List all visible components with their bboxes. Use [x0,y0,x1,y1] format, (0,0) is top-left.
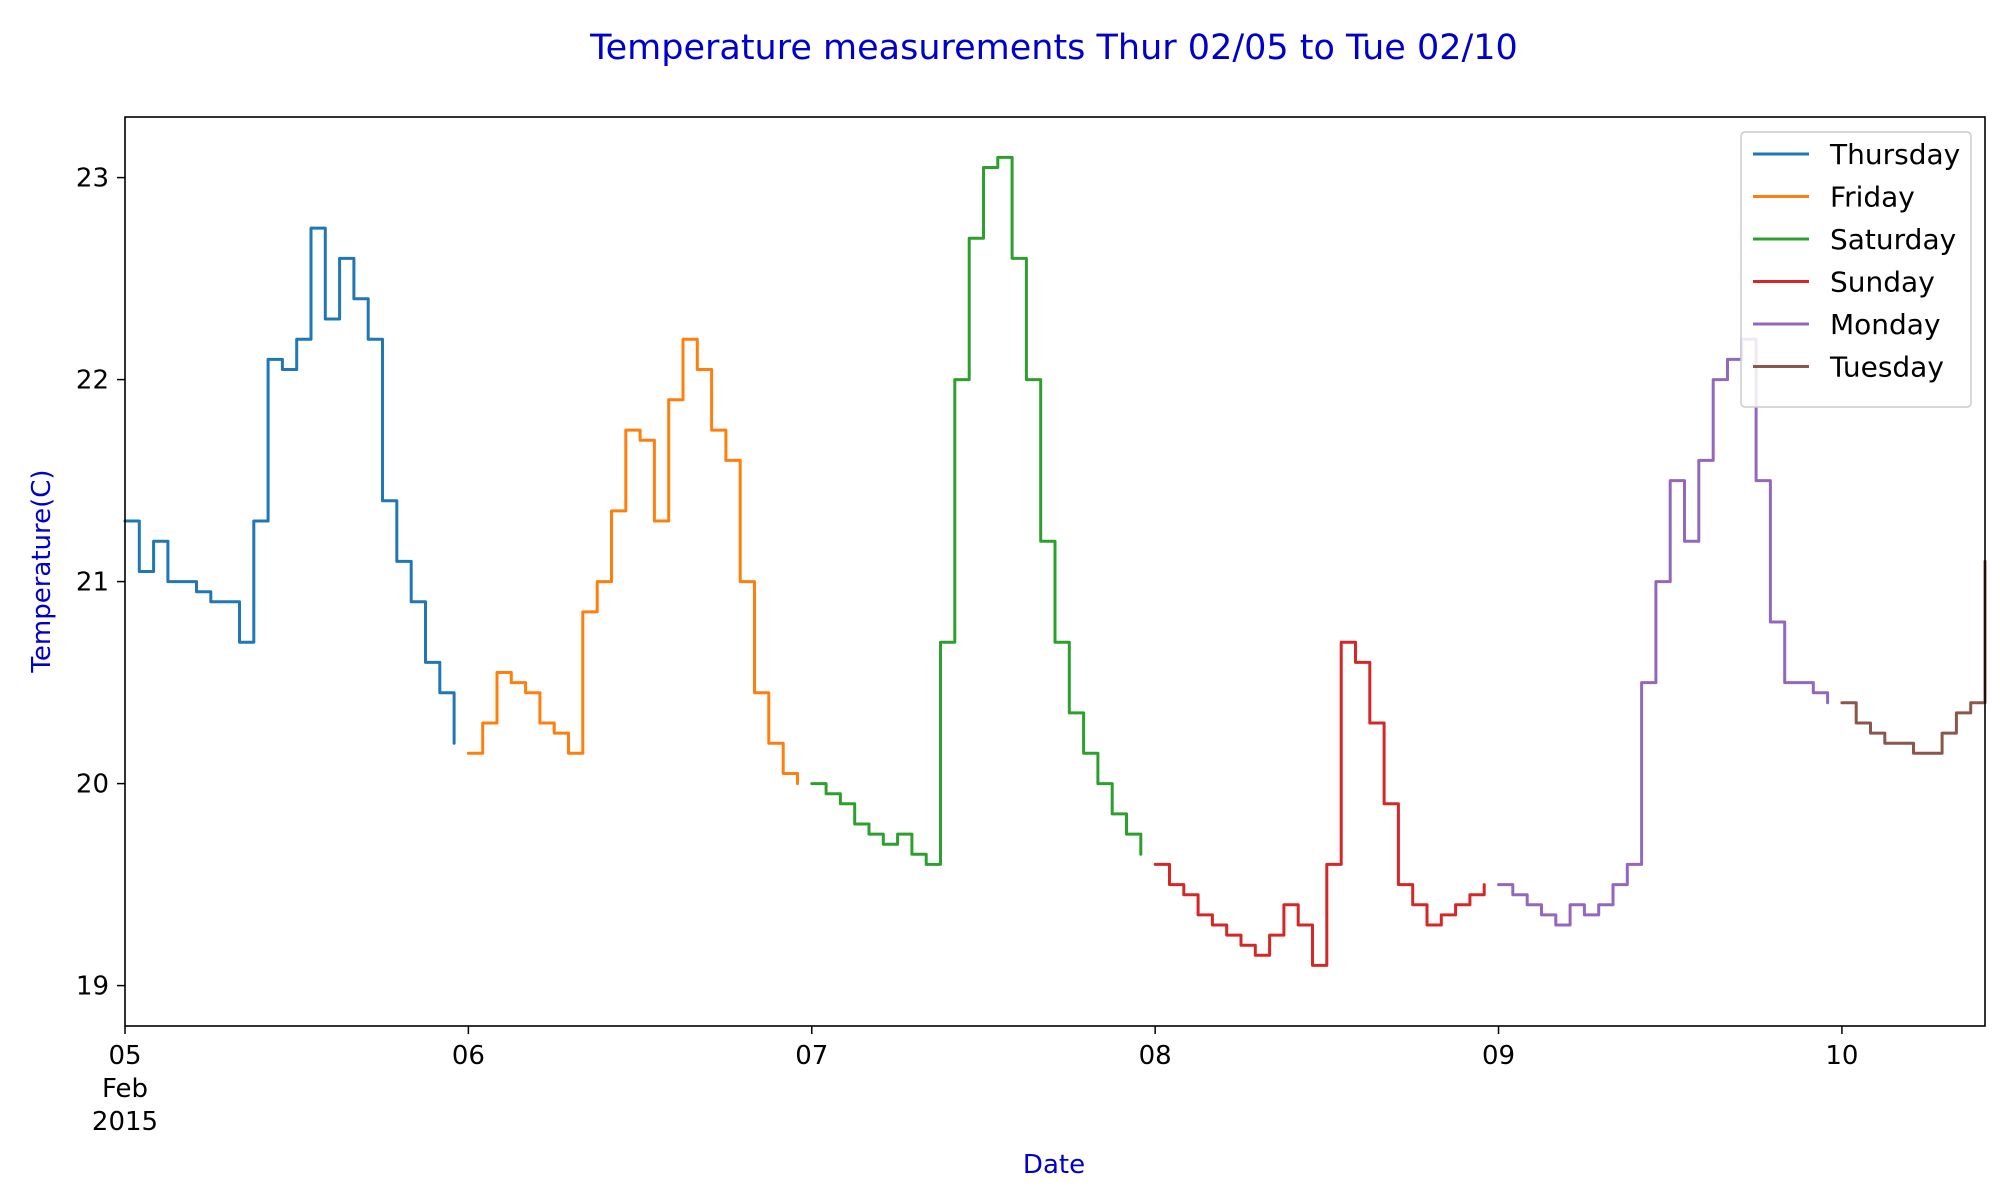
y-tick-label: 23 [76,164,109,194]
x-tick-label: 2015 [92,1107,158,1137]
y-tick-label: 21 [76,568,109,598]
series-line-thursday [123,226,456,745]
legend-label-monday: Monday [1830,308,1941,341]
y-axis-label: Temperature(C) [27,469,57,673]
series-line-monday [1497,337,1830,927]
x-tick-label: Feb [102,1074,148,1104]
x-tick-label: 10 [1825,1041,1858,1071]
x-tick-label: 05 [108,1041,141,1071]
plot-frame [124,116,1986,1027]
y-tick-label: 19 [76,972,109,1002]
x-tick-label: 08 [1139,1041,1172,1071]
x-tick-label: 07 [795,1041,828,1071]
x-axis-label: Date [1023,1150,1085,1180]
legend-box [1740,131,1972,408]
y-tick-label: 22 [76,366,109,396]
x-tick-label: 06 [452,1041,485,1071]
chart-title: Temperature measurements Thur 02/05 to T… [589,28,1518,68]
legend-label-saturday: Saturday [1830,223,1956,256]
y-axis: 19 20 21 22 23 [76,164,125,1002]
x-tick-label: 09 [1482,1041,1515,1071]
legend-label-friday: Friday [1830,181,1915,214]
series-line-friday [466,337,799,786]
legend-label-tuesday: Tuesday [1829,351,1944,384]
series-layer [123,155,1987,967]
legend-label-thursday: Thursday [1829,138,1960,171]
legend: Thursday Friday Saturday Sunday Monday Tuesda… [1740,131,1972,408]
series-line-saturday [810,155,1143,866]
series-line-sunday [1153,640,1486,967]
legend-label-sunday: Sunday [1830,266,1935,299]
series-line-tuesday [1840,559,1987,755]
y-tick-label: 20 [76,770,109,800]
